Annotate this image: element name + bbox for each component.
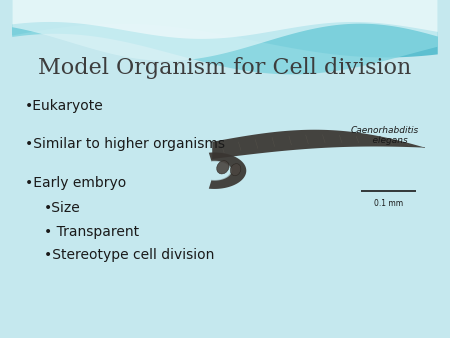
Text: •Similar to higher organisms: •Similar to higher organisms	[25, 137, 225, 151]
Text: •Early embryo: •Early embryo	[25, 175, 126, 190]
Polygon shape	[12, 0, 438, 39]
Text: 0.1 mm: 0.1 mm	[374, 199, 403, 209]
Text: •Size: •Size	[44, 201, 81, 215]
Polygon shape	[12, 0, 438, 57]
Text: •Stereotype cell division: •Stereotype cell division	[44, 248, 215, 262]
Polygon shape	[212, 161, 232, 181]
Polygon shape	[12, 0, 438, 61]
Ellipse shape	[230, 164, 241, 176]
Text: •Eukaryote: •Eukaryote	[25, 99, 104, 114]
Polygon shape	[12, 0, 438, 74]
Text: Model Organism for Cell division: Model Organism for Cell division	[38, 56, 412, 79]
Polygon shape	[209, 152, 246, 189]
Ellipse shape	[217, 161, 229, 174]
Text: • Transparent: • Transparent	[44, 224, 140, 239]
Polygon shape	[212, 130, 425, 159]
Text: Caenorhabditis
    elegans: Caenorhabditis elegans	[351, 125, 418, 145]
